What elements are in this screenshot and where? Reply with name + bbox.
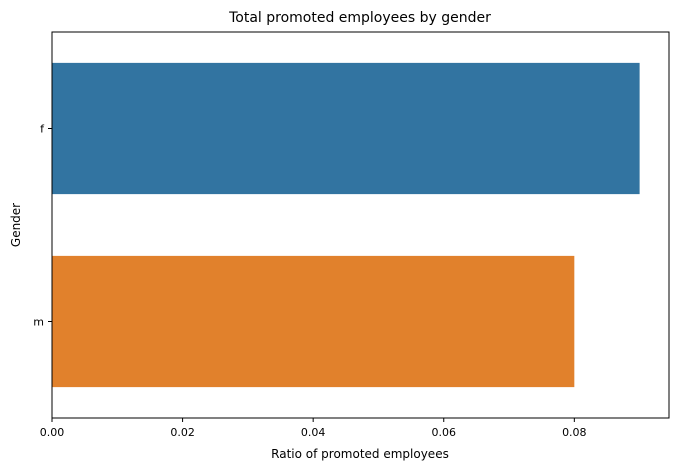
y-tick-label: m bbox=[33, 316, 44, 329]
x-tick-label: 0.08 bbox=[562, 426, 587, 439]
chart-title: Total promoted employees by gender bbox=[228, 10, 491, 26]
x-tick-label: 0.00 bbox=[40, 426, 65, 439]
x-tick-label: 0.04 bbox=[301, 426, 326, 439]
x-axis-label: Ratio of promoted employees bbox=[271, 447, 449, 461]
bar-f bbox=[52, 62, 640, 195]
plot-frame bbox=[51, 31, 670, 419]
y-axis-label: Gender bbox=[9, 203, 23, 247]
y-tick-label: f bbox=[40, 123, 45, 136]
x-tick-label: 0.06 bbox=[431, 426, 456, 439]
bar-m bbox=[52, 255, 575, 388]
x-tick-label: 0.02 bbox=[170, 426, 195, 439]
plot-area bbox=[52, 62, 640, 388]
